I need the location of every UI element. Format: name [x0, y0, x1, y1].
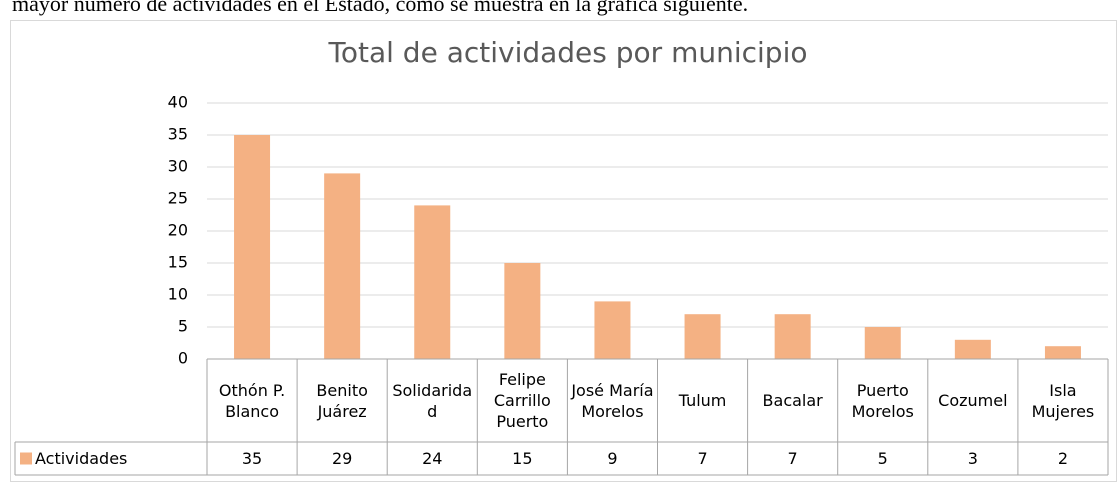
chart-frame — [10, 20, 1117, 482]
table-value: 9 — [607, 449, 617, 468]
y-tick-label: 25 — [168, 189, 188, 208]
category-label: Felipe Carrillo Puerto — [493, 370, 551, 431]
category-label: Isla Mujeres — [1031, 380, 1095, 421]
table-value: 2 — [1058, 449, 1068, 468]
y-tick-label: 35 — [168, 125, 188, 144]
table-value: 15 — [512, 449, 532, 468]
y-tick-label: 5 — [178, 317, 188, 336]
legend-key — [20, 452, 32, 465]
y-tick-label: 15 — [168, 253, 188, 272]
y-tick-label: 40 — [168, 93, 188, 112]
category-label: Cozumel — [938, 391, 1008, 410]
bar — [864, 327, 901, 359]
y-tick-label: 10 — [168, 285, 188, 304]
bar — [954, 339, 991, 359]
bar — [774, 314, 811, 359]
y-tick-label: 30 — [168, 157, 188, 176]
legend-label: Actividades — [35, 449, 127, 468]
bar — [504, 263, 541, 359]
bar — [234, 135, 271, 359]
table-value: 3 — [968, 449, 978, 468]
y-tick-label: 20 — [168, 221, 188, 240]
table-value: 7 — [697, 449, 707, 468]
category-label: José María Morelos — [571, 380, 654, 421]
table-value: 7 — [788, 449, 798, 468]
table-value: 5 — [878, 449, 888, 468]
table-value: 24 — [422, 449, 442, 468]
category-label: Benito Juárez — [316, 380, 368, 421]
category-label: Solidaridad — [392, 380, 473, 421]
bar — [324, 173, 361, 359]
bar — [1044, 346, 1081, 359]
category-label: Tulum — [678, 391, 727, 410]
category-label: Othón P. Blanco — [218, 380, 286, 421]
chart-title: Total de actividades por municipio — [328, 36, 808, 69]
bar — [414, 205, 451, 359]
category-label: Bacalar — [762, 391, 823, 410]
bar — [594, 301, 631, 359]
table-value: 29 — [332, 449, 352, 468]
category-label: Puerto Morelos — [851, 380, 914, 421]
y-tick-label: 0 — [178, 349, 188, 368]
table-value: 35 — [242, 449, 262, 468]
bar — [684, 314, 721, 359]
intro-text: mayor número de actividades en el Estado… — [12, 0, 749, 16]
